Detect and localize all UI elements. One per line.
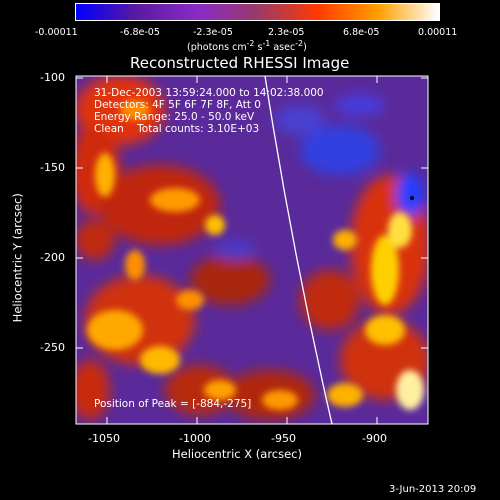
y-tick-label-4: -250 xyxy=(40,341,65,354)
y-tick-label-2: -150 xyxy=(40,161,65,174)
generation-timestamp: 3-Jun-2013 20:09 xyxy=(389,484,477,495)
plot-title: Reconstructed RHESSI Image xyxy=(130,54,350,72)
x-tick-label-1: -1050 xyxy=(88,432,120,445)
colorbar-tick-1: -0.00011 xyxy=(35,27,78,38)
colorbar-tick-3: -2.3e-05 xyxy=(193,27,233,38)
info-line-counts: Clean Total counts: 3.10E+03 xyxy=(94,123,260,135)
y-tick-label-3: -200 xyxy=(40,251,65,264)
colorbar-tick-4: 2.3e-05 xyxy=(268,27,305,38)
x-axis-ticks xyxy=(106,76,378,424)
info-line-detectors: Detectors: 4F 5F 6F 7F 8F, Att 0 xyxy=(94,99,261,111)
y-tick-label-1: -100 xyxy=(40,71,65,84)
x-tick-label-2: -1000 xyxy=(179,432,211,445)
y-axis-label: Heliocentric Y (arcsec) xyxy=(10,193,25,323)
colorbar-tick-6: 0.00011 xyxy=(418,27,458,38)
solar-limb-line xyxy=(264,76,333,424)
peak-marker xyxy=(410,196,414,200)
colorbar xyxy=(75,3,440,21)
x-axis-label: Heliocentric X (arcsec) xyxy=(172,447,302,461)
plot-frame xyxy=(75,75,429,425)
colorbar-units: (photons cm-2 s-1 asec-2) xyxy=(187,39,307,54)
emission-map xyxy=(76,76,428,424)
info-line-time: 31-Dec-2003 13:59:24.000 to 14:02:38.000 xyxy=(94,87,324,99)
colorbar-tick-5: 6.8e-05 xyxy=(343,27,380,38)
info-line-energy: Energy Range: 25.0 - 50.0 keV xyxy=(94,111,255,123)
x-tick-label-3: -950 xyxy=(271,432,296,445)
peak-position-label: Position of Peak = [-884,-275] xyxy=(94,398,252,410)
colorbar-tick-2: -6.8e-05 xyxy=(120,27,160,38)
y-axis-ticks xyxy=(76,77,428,349)
x-tick-label-4: -900 xyxy=(362,432,387,445)
